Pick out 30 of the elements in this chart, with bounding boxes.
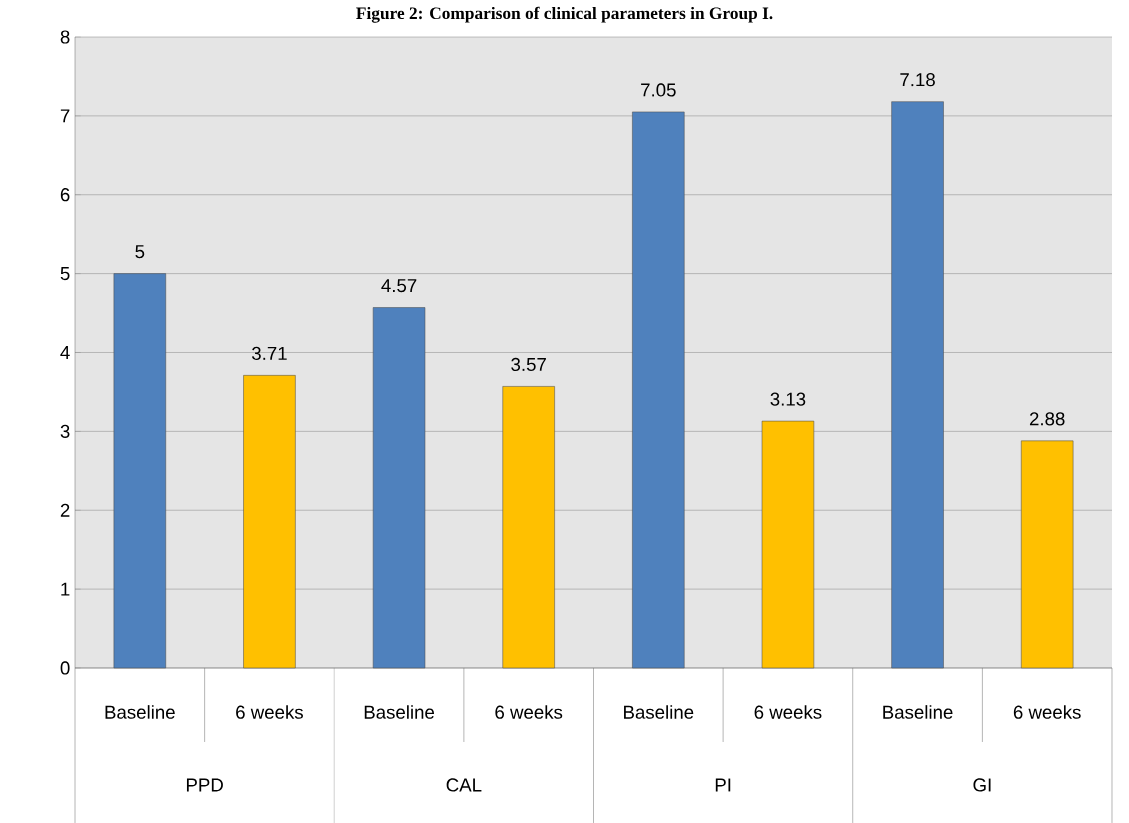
y-tick-label: 1 bbox=[61, 582, 70, 596]
x-tick-label: 6 weeks bbox=[1013, 705, 1081, 719]
data-label: 3.13 bbox=[770, 392, 806, 406]
data-label: 3.71 bbox=[251, 346, 287, 360]
data-label: 2.88 bbox=[1029, 412, 1065, 426]
y-tick-label: 3 bbox=[60, 424, 70, 438]
data-label: 5 bbox=[135, 245, 145, 259]
text: PPD bbox=[186, 778, 223, 792]
x-tick-label: Baseline bbox=[624, 705, 694, 719]
x-tick-label: Baseline bbox=[364, 705, 435, 719]
x-tick-label: Baseline bbox=[883, 705, 953, 719]
x-tick-label: Baseline bbox=[105, 705, 175, 719]
data-label: 7.18 bbox=[900, 72, 935, 87]
y-tick-label: 7 bbox=[60, 109, 70, 123]
x-tick-label: 6 weeks bbox=[236, 705, 303, 719]
x-tick-label: 6 weeks bbox=[754, 705, 822, 719]
data-label: 7.05 bbox=[641, 83, 676, 97]
text: GI bbox=[973, 778, 991, 792]
text: CAL bbox=[446, 778, 482, 792]
x-tick-label: 6 weeks bbox=[495, 705, 563, 719]
y-tick-label: 0 bbox=[60, 661, 70, 675]
text: PI bbox=[715, 778, 731, 792]
data-label: 3.57 bbox=[511, 357, 546, 371]
y-tick-label: 5 bbox=[60, 266, 70, 281]
chart-title: Figure 2: Comparison of clinical parameters in Group I. bbox=[356, 6, 773, 23]
data-label: 4.57 bbox=[381, 279, 417, 293]
y-tick-label: 2 bbox=[60, 503, 70, 517]
y-tick-label: 8 bbox=[60, 30, 70, 44]
y-tick-label: 4 bbox=[60, 345, 70, 359]
y-tick-label: 6 bbox=[60, 188, 70, 202]
